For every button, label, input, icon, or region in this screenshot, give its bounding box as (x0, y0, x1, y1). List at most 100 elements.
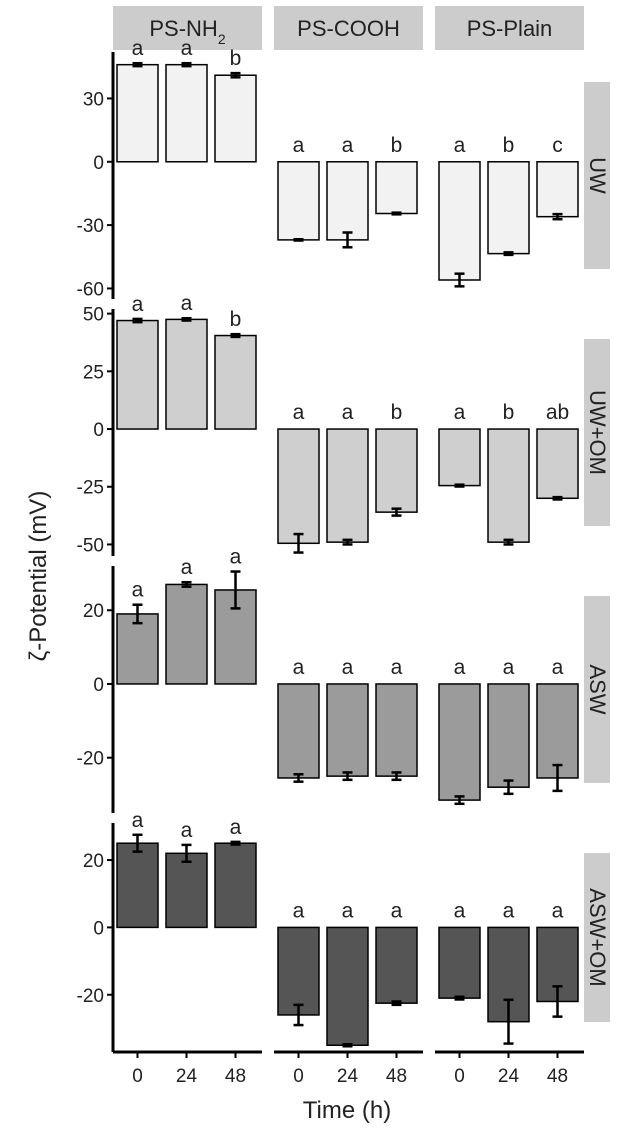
x-tick-label: 0 (293, 1066, 304, 1087)
significance-letter: a (342, 656, 354, 679)
facet-strip-column (113, 6, 262, 50)
y-tick-label: 20 (83, 851, 104, 872)
facet-strip-row (584, 339, 610, 526)
significance-letter: b (391, 134, 403, 157)
y-tick-label: -60 (77, 279, 104, 300)
x-tick-label: 24 (176, 1066, 198, 1087)
facet-strip-row-label: ASW+OM (585, 888, 610, 986)
significance-letter: a (181, 556, 193, 579)
bar (375, 926, 418, 1004)
x-tick-label: 0 (132, 1066, 143, 1087)
bar (214, 334, 257, 430)
bar (487, 161, 530, 255)
significance-letter: a (342, 401, 354, 424)
y-tick-label: -30 (77, 216, 104, 237)
significance-letter: a (391, 656, 403, 679)
bar (165, 63, 208, 163)
facet-strip-label: PS-Plain (467, 16, 553, 41)
y-tick-label: 30 (83, 89, 104, 110)
facet-strip-row-label: ASW (585, 664, 610, 714)
bar (326, 926, 369, 1047)
significance-letter: a (132, 293, 144, 316)
facet-strip-row-label: UW (585, 157, 610, 194)
significance-letter: a (230, 816, 242, 839)
y-tick-label: -20 (77, 749, 104, 770)
x-tick-label: 0 (454, 1066, 465, 1087)
bar (487, 428, 530, 543)
significance-letter: a (552, 899, 564, 922)
y-tick-label: 50 (83, 305, 104, 326)
significance-letter: a (181, 292, 193, 315)
bar (438, 683, 481, 801)
y-tick-label: 0 (93, 153, 104, 174)
x-axis-title: Time (h) (303, 1097, 391, 1124)
significance-letter: b (503, 401, 515, 424)
bar (487, 683, 530, 788)
x-tick-label: 48 (547, 1066, 568, 1087)
y-tick-label: -20 (77, 986, 104, 1007)
bar (214, 74, 257, 163)
y-tick-label: 0 (93, 420, 104, 441)
x-tick-label: 48 (225, 1066, 246, 1087)
significance-letter: b (391, 401, 403, 424)
x-tick-label: 48 (386, 1066, 407, 1087)
significance-letter: a (454, 134, 466, 157)
bar (326, 428, 369, 543)
significance-letter: a (342, 899, 354, 922)
facet-strip-column (274, 6, 423, 50)
significance-letter: a (454, 899, 466, 922)
significance-letter: a (503, 656, 515, 679)
bar (116, 319, 159, 430)
bar (326, 683, 369, 777)
significance-letter: a (132, 579, 144, 602)
bar (116, 613, 159, 685)
bar (277, 428, 320, 545)
x-tick-label: 24 (498, 1066, 520, 1087)
bar (165, 852, 208, 929)
bar (536, 683, 579, 779)
bar (536, 428, 579, 500)
bar (536, 161, 579, 218)
facet-strip-row-label: UW+OM (585, 390, 610, 475)
bar (214, 842, 257, 929)
x-tick-label: 24 (337, 1066, 359, 1087)
facet-strip-row (584, 596, 610, 783)
significance-letter: a (342, 134, 354, 157)
significance-letter: a (293, 401, 305, 424)
significance-letter: a (132, 37, 144, 60)
significance-letter: a (391, 899, 403, 922)
y-tick-label: 20 (83, 601, 104, 622)
bar (438, 926, 481, 999)
significance-letter: a (454, 656, 466, 679)
y-axis-title: ζ-Potential (mV) (25, 491, 52, 662)
bar (277, 161, 320, 241)
facet-strip-row (584, 853, 610, 1022)
significance-letter: a (230, 546, 242, 569)
facet-strip-label: PS-NH2 (149, 16, 225, 47)
bar (277, 683, 320, 779)
significance-letter: a (293, 134, 305, 157)
significance-letter: a (552, 656, 564, 679)
bar (375, 683, 418, 777)
y-tick-label: -50 (77, 535, 104, 556)
significance-letter: a (293, 899, 305, 922)
significance-letter: a (454, 401, 466, 424)
significance-letter: b (230, 308, 242, 331)
bar (438, 161, 481, 281)
significance-letter: b (230, 47, 242, 70)
significance-letter: a (293, 656, 305, 679)
y-tick-label: 0 (93, 675, 104, 696)
bar (165, 583, 208, 685)
bar (277, 926, 320, 1016)
facet-strip-row (584, 82, 610, 269)
significance-letter: c (552, 134, 563, 157)
significance-letter: b (503, 134, 515, 157)
significance-letter: ab (546, 401, 569, 424)
bar (375, 428, 418, 513)
bar (326, 161, 369, 241)
y-tick-label: 25 (83, 362, 104, 383)
bar (165, 318, 208, 430)
facet-strip-column (435, 6, 584, 50)
bar (116, 842, 159, 929)
bar (375, 161, 418, 215)
